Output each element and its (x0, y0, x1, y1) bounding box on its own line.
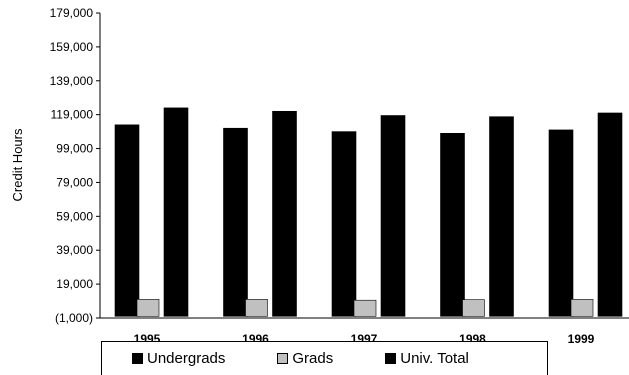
legend-label-univ-total: Univ. Total (400, 350, 469, 367)
y-tick-label: 39,000 (56, 243, 93, 257)
y-axis-title: Credit Hours (10, 128, 25, 201)
bar-grads-1996 (245, 299, 268, 317)
bar-univ-total-1999 (597, 112, 623, 317)
y-tick-label: 139,000 (50, 74, 94, 88)
legend-label-grads: Grads (292, 350, 334, 367)
bar-undergrads-1997 (331, 131, 357, 317)
bar-grads-1999 (570, 299, 594, 317)
legend-item-grads: Grads (277, 350, 333, 367)
y-tick-label: 179,000 (50, 6, 94, 20)
bar-grads-1998 (462, 299, 485, 317)
bar-univ-total-1995 (163, 107, 189, 317)
bar-grads-1995 (136, 299, 160, 317)
x-tick-label: 1999 (568, 332, 595, 346)
y-axis-ticks: (1,000) 19,000 39,000 59,000 79,000 99,000 119… (50, 6, 100, 325)
bar-univ-total-1997 (380, 115, 406, 317)
bar-undergrads-1996 (223, 127, 248, 317)
bar-grads-1997 (353, 299, 377, 317)
legend: Undergrads Grads Univ. Total (101, 341, 548, 375)
y-tick-label: (1,000) (55, 311, 93, 325)
y-tick-label: 99,000 (56, 142, 93, 156)
y-tick-label: 79,000 (56, 175, 93, 189)
legend-swatch-grads (277, 353, 289, 364)
y-tick-label: 159,000 (50, 40, 94, 54)
bar-undergrads-1998 (440, 133, 465, 317)
bar-univ-total-1998 (489, 116, 514, 317)
bar-univ-total-1996 (272, 110, 297, 317)
legend-item-univ-total: Univ. Total (385, 350, 469, 367)
legend-item-undergrads: Undergrads (132, 350, 225, 367)
y-tick-label: 119,000 (51, 108, 94, 122)
y-tick-label: 19,000 (56, 277, 93, 291)
bars (114, 107, 623, 317)
bar-undergrads-1995 (114, 124, 140, 317)
legend-swatch-univ-total (385, 353, 397, 364)
legend-swatch-undergrads (132, 353, 143, 364)
legend-label-undergrads: Undergrads (147, 350, 226, 367)
bar-undergrads-1999 (548, 129, 574, 317)
y-tick-label: 59,000 (56, 209, 93, 223)
